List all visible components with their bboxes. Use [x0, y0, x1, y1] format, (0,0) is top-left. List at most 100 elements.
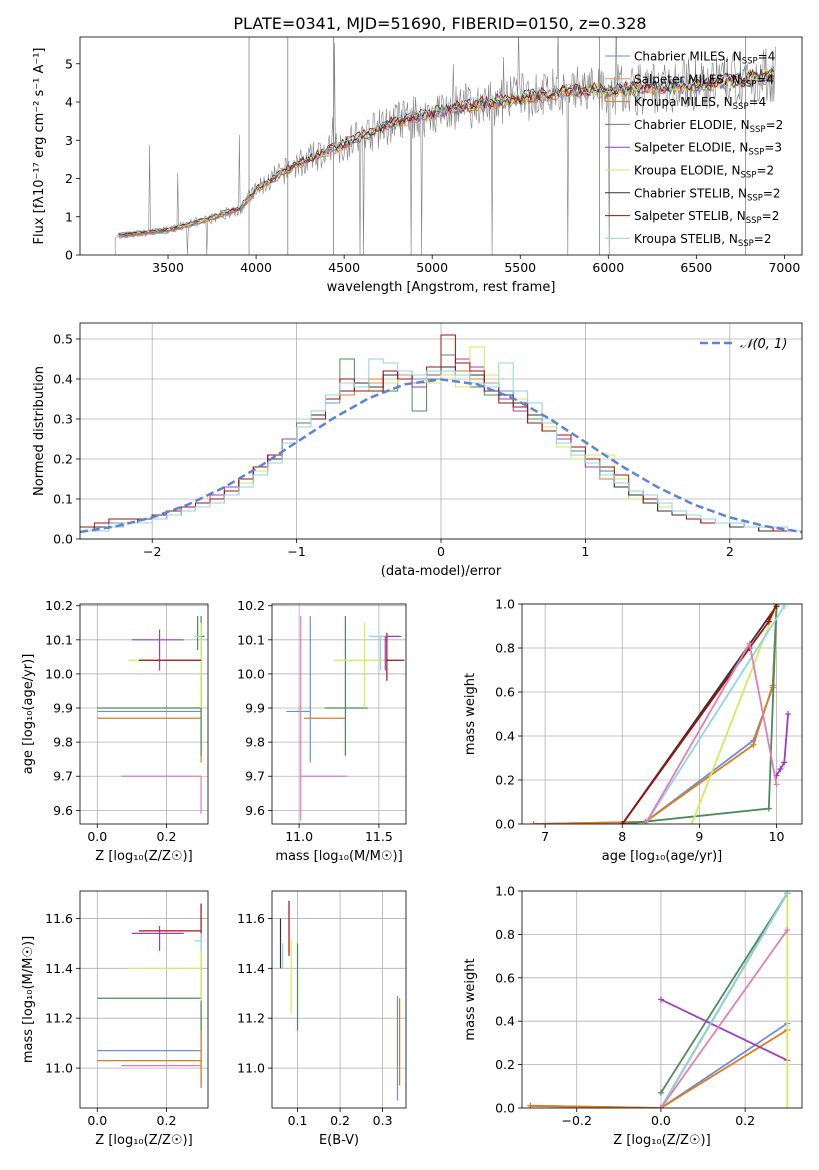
x-tick-label: 0.3 [373, 1113, 393, 1128]
x-tick-label: 0.0 [651, 1113, 671, 1128]
x-tick-label: 11.0 [285, 829, 313, 844]
y-axis-label: mass weight [463, 673, 478, 755]
axes-frame [521, 603, 803, 825]
y-tick-label: 9.6 [245, 803, 265, 818]
legend-label-text: Chabrier STELIB, N [634, 186, 747, 200]
y-tick-label: 11.0 [45, 1061, 73, 1076]
plot-area [97, 615, 205, 814]
y-tick-label: 9.7 [245, 769, 265, 784]
x-axis-label: Z [log₁₀(Z/Z☉)] [95, 849, 192, 864]
axes-frame [79, 603, 209, 825]
x-tick-label: 6000 [592, 260, 624, 275]
y-tick-label: 10.2 [237, 598, 265, 613]
legend-label-tail: =4 [758, 50, 776, 64]
y-tick-label: 11.4 [237, 961, 265, 976]
panel-mass_vs_Z: 0.0 0.2 11.0 11.2 11.4 11.6 Z [log₁₀(Z/Z☉)] mas… [21, 890, 209, 1148]
model-spectrum-salpeter-elodie [118, 67, 775, 237]
y-tick-label: 5 [65, 56, 73, 71]
panel-spectrum: 3500 4000 4500 5000 5500 6000 6500 7000 0 1 2 3 4 5 wa… [32, 36, 803, 295]
weight-series [621, 604, 778, 824]
y-tick-label: 9.8 [245, 735, 265, 750]
legend-label-tail: =2 [754, 232, 772, 246]
panel-residuals: −2 −1 0 1 2 0.0 0.1 0.2 0.3 0.4 0.5 (data-model)/er… [32, 322, 803, 579]
legend-label-sub: SSP [747, 193, 763, 203]
weight-series [644, 605, 786, 824]
y-tick-label: 10.1 [45, 632, 73, 647]
y-tick-label: 1.0 [495, 597, 515, 612]
legend-label-tail: =2 [763, 186, 781, 200]
legend-label-tail: =3 [764, 141, 782, 155]
y-tick-label: 11.2 [237, 1011, 265, 1026]
y-tick-label: 9.9 [245, 701, 265, 716]
legend-label: Chabrier STELIB, NSSP=2 [634, 186, 781, 203]
plot-area [114, 37, 776, 255]
legend-label-text: Kroupa STELIB, N [634, 232, 738, 246]
y-axis-label: mass [log₁₀(M/M☉)] [21, 936, 36, 1063]
x-tick-label: 0.2 [330, 1113, 350, 1128]
x-tick-label: 10 [769, 829, 785, 844]
x-tick-label: 2 [726, 544, 734, 559]
x-tick-label: 0.0 [87, 829, 107, 844]
legend-label: Kroupa STELIB, NSSP=2 [634, 232, 772, 249]
legend-label: Kroupa MILES, NSSP=4 [634, 95, 766, 112]
x-axis-label: mass [log₁₀(M/M☉)] [275, 849, 402, 864]
plot-area [286, 615, 405, 821]
histogram-series [80, 358, 802, 532]
x-tick-label: 0.2 [157, 1113, 177, 1128]
legend-label-sub: SSP [750, 125, 766, 135]
x-tick-label: 0 [437, 544, 445, 559]
legend-label-sub: SSP [738, 239, 754, 249]
y-axis-label: age [log₁₀(age/yr)] [21, 654, 36, 775]
legend-label: Chabrier MILES, NSSP=4 [634, 50, 775, 67]
panel-mass_vs_EBV: 0.1 0.2 0.3 11.0 11.2 11.4 11.6 E(B-V) [237, 890, 407, 1148]
y-tick-label: 1.0 [495, 884, 515, 899]
plot-area [527, 891, 791, 1108]
legend-label-sub: SSP [741, 171, 757, 181]
y-tick-label: 10.0 [45, 666, 73, 681]
y-tick-label: 0.4 [53, 372, 73, 387]
legend-label: Kroupa ELODIE, NSSP=2 [634, 164, 774, 181]
legend-label: Salpeter ELODIE, NSSP=3 [634, 141, 782, 158]
panels: 3500 4000 4500 5000 5500 6000 6500 7000 0 1 2 3 4 5 wa… [21, 36, 803, 1148]
y-tick-label: 0.8 [495, 641, 515, 656]
axes-frame [521, 890, 803, 1109]
legend-label-tail: =2 [762, 209, 780, 223]
legend-label: 𝒩(0, 1) [740, 337, 787, 352]
legend-label-text: Salpeter ELODIE, N [634, 141, 748, 155]
x-axis-label: Z [log₁₀(Z/Z☉)] [613, 1133, 710, 1148]
y-tick-label: 0.6 [495, 685, 515, 700]
normal-distribution-line [80, 378, 802, 534]
x-tick-label: 8 [618, 829, 626, 844]
x-tick-label: 5000 [416, 260, 448, 275]
legend: 𝒩(0, 1) [700, 337, 787, 352]
x-axis-label: age [log₁₀(age/yr)] [602, 849, 723, 864]
y-tick-label: 1 [65, 209, 73, 224]
panel-age_vs_Z: 0.0 0.2 9.6 9.7 9.8 9.9 10.0 10.1 10.2 Z [log₁₀(Z… [21, 598, 209, 864]
x-tick-label: 3500 [152, 260, 184, 275]
plot-area [279, 900, 401, 1101]
weight-series [660, 998, 788, 1062]
axes-frame [79, 322, 803, 540]
x-axis-label: Z [log₁₀(Z/Z☉)] [95, 1133, 192, 1148]
weight-series [660, 892, 789, 1108]
plot-area [80, 334, 802, 534]
x-axis-label: (data-model)/error [381, 564, 502, 579]
legend-label-text: Chabrier ELODIE, N [634, 118, 750, 132]
axes-frame [271, 603, 407, 825]
legend-label-text: Chabrier MILES, N [634, 50, 742, 64]
y-tick-label: 0.0 [495, 817, 515, 832]
legend-label: Chabrier ELODIE, NSSP=2 [634, 118, 783, 135]
legend-label-text: Salpeter STELIB, N [634, 209, 746, 223]
legend-label-sub: SSP [742, 57, 758, 67]
y-tick-label: 0.0 [53, 532, 73, 547]
x-axis-label: wavelength [Angstrom, rest frame] [327, 280, 556, 295]
x-tick-label: 4000 [240, 260, 272, 275]
y-axis-label: Normed distribution [32, 366, 47, 496]
weight-series [660, 929, 789, 1108]
x-tick-label: 7000 [768, 260, 800, 275]
model-spectrum-chabrier-stelib [118, 67, 775, 236]
y-tick-label: 0.4 [495, 1014, 515, 1029]
y-tick-label: 4 [65, 95, 73, 110]
y-tick-label: 0 [65, 248, 73, 263]
